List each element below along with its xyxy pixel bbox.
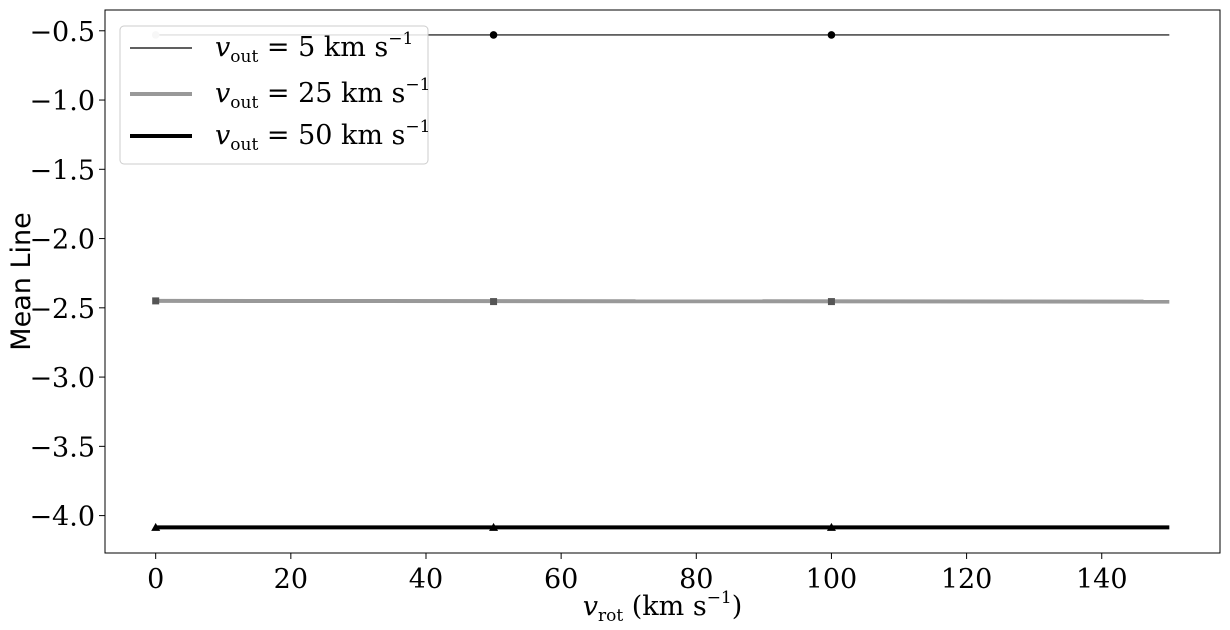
legend-label-0: vout = 5 km s−1	[215, 29, 413, 67]
y-tick-label: −1.0	[29, 86, 95, 117]
series-layer	[151, 31, 1170, 531]
y-axis: −0.5 −1.0 −1.5 −2.0 −2.5 −3.0 −3.5 −4.0	[29, 17, 105, 533]
x-tick-label: 120	[941, 564, 993, 595]
x-tick-label: 0	[147, 564, 164, 595]
data-point	[826, 522, 836, 531]
data-point	[489, 522, 499, 531]
x-tick-label: 60	[544, 564, 578, 595]
plot-frame	[104, 9, 1221, 554]
x-tick-label: 40	[409, 564, 443, 595]
y-tick-label: −3.0	[29, 363, 95, 394]
y-axis-label: Mean Line	[6, 212, 37, 350]
legend-label-2: vout = 50 km s−1	[215, 117, 430, 155]
data-point	[489, 31, 498, 39]
y-tick-label: −0.5	[29, 17, 95, 48]
data-point	[827, 298, 835, 306]
y-tick-label: −2.0	[29, 225, 95, 256]
legend: vout = 5 km s−1 vout = 25 km s−1 vout = …	[119, 25, 430, 165]
y-tick-label: −1.5	[29, 155, 95, 186]
y-tick-label: −4.0	[29, 502, 95, 533]
data-point	[152, 297, 160, 305]
y-tick-label: −2.5	[29, 294, 95, 325]
x-tick-label: 80	[679, 564, 713, 595]
x-axis-label: vrot (km s−1)	[583, 588, 743, 626]
data-point	[827, 31, 836, 39]
data-point	[151, 522, 161, 531]
y-tick-label: −3.5	[29, 432, 95, 463]
series-line-1	[155, 298, 1170, 304]
series-2	[151, 522, 1170, 531]
legend-entry-0: vout = 5 km s−1	[130, 29, 413, 67]
x-tick-label: 20	[274, 564, 308, 595]
legend-label-1: vout = 25 km s−1	[215, 75, 430, 113]
data-point	[490, 298, 498, 306]
legend-entry-2: vout = 50 km s−1	[130, 117, 430, 155]
legend-box	[119, 25, 429, 165]
x-tick-label: 140	[1076, 564, 1128, 595]
legend-entry-1: vout = 25 km s−1	[130, 75, 430, 113]
x-axis: 0 20 40 60 80 100 120 140	[147, 553, 1128, 595]
series-1	[152, 297, 1170, 306]
x-tick-label: 100	[806, 564, 858, 595]
